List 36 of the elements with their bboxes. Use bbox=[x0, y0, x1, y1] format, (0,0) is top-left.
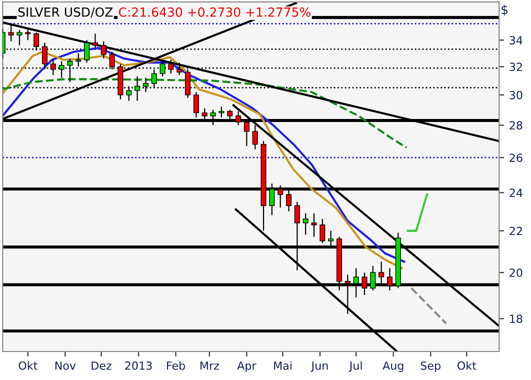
x-tick-label: Feb bbox=[167, 361, 185, 370]
line-series bbox=[2, 78, 408, 149]
candlestick bbox=[320, 218, 326, 244]
y-tick-label: 20 bbox=[510, 268, 522, 277]
x-tick-label: Apr bbox=[237, 362, 256, 372]
y-tick-label: 34 bbox=[510, 36, 522, 44]
candlestick bbox=[168, 59, 174, 74]
x-tick-label: Dez bbox=[92, 362, 112, 370]
x-tick-label: Aug bbox=[382, 362, 404, 372]
candlestick bbox=[302, 212, 308, 236]
x-tick-label: Okt bbox=[458, 361, 476, 370]
y-tick-label: 22 bbox=[510, 226, 522, 235]
y-axis-title: $ bbox=[502, 4, 508, 16]
x-tick-label: Jul bbox=[348, 361, 362, 372]
x-tick-label: Mrz bbox=[200, 362, 219, 370]
y-tick-label: 24 bbox=[510, 188, 522, 197]
x-tick-label: Sep bbox=[420, 361, 440, 372]
y-tick-label: 28 bbox=[510, 121, 522, 130]
candlestick bbox=[34, 32, 40, 52]
chart-subtitle: C:21.6430 +0.2730 +1.2775% bbox=[118, 7, 310, 17]
y-tick-label: 26 bbox=[510, 154, 522, 162]
y-tick-label: 18 bbox=[510, 314, 522, 324]
candlestick bbox=[16, 29, 22, 46]
chart-title: SILVER USD/OZ bbox=[18, 7, 113, 18]
x-tick-label: Jun bbox=[310, 362, 328, 372]
candlestick bbox=[311, 212, 317, 238]
candlestick bbox=[252, 124, 258, 150]
x-tick-label: Okt bbox=[18, 361, 38, 370]
y-tick-label: 30 bbox=[510, 90, 522, 100]
candlestick bbox=[50, 58, 56, 76]
x-tick-label: Mai bbox=[274, 361, 292, 370]
y-tick-label: 32 bbox=[510, 62, 522, 72]
x-tick-label: 2013 bbox=[125, 361, 152, 370]
candlestick bbox=[76, 52, 82, 68]
candlestick bbox=[25, 26, 31, 41]
x-tick-label: Nov bbox=[55, 362, 76, 370]
